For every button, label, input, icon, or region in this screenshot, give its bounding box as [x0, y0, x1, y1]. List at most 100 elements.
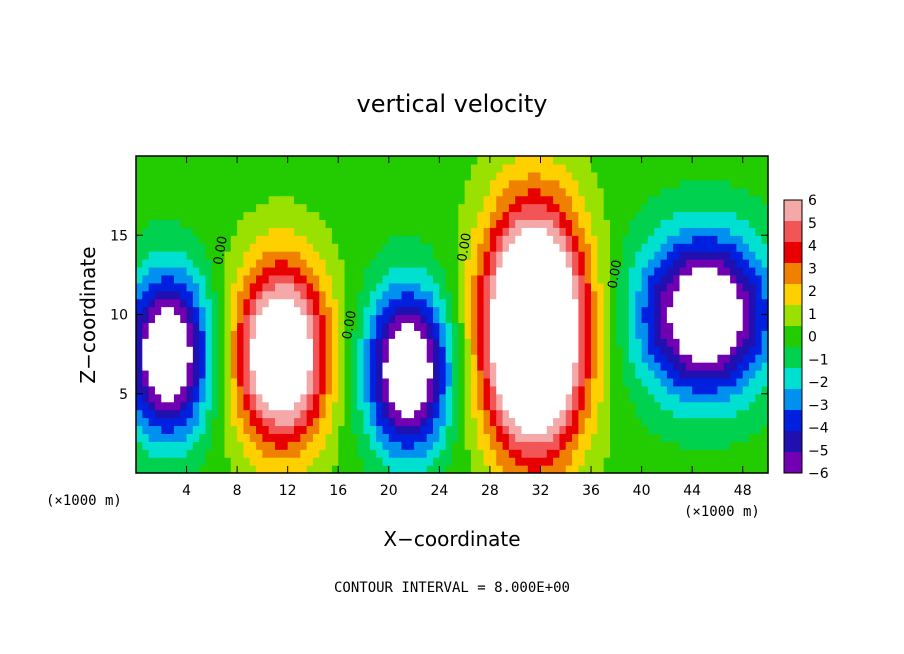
field-cell [211, 338, 219, 347]
field-cell [679, 393, 687, 403]
field-cell [300, 465, 308, 473]
field-cell [180, 171, 188, 181]
field-cell [173, 227, 181, 236]
field-cell [445, 163, 453, 173]
field-cell [363, 338, 371, 347]
field-cell [268, 211, 276, 220]
field-cell [508, 393, 516, 403]
field-cell [420, 219, 428, 228]
field-cell [275, 211, 282, 220]
field-cell [761, 227, 768, 236]
field-cell [407, 330, 415, 339]
field-cell [489, 425, 497, 434]
field-cell [641, 417, 649, 427]
field-cell [647, 298, 655, 308]
field-cell [483, 393, 491, 403]
field-cell [496, 259, 504, 268]
field-cell [723, 306, 731, 316]
field-cell [338, 187, 346, 197]
field-cell [294, 385, 301, 395]
field-cell [319, 377, 327, 387]
field-cell [268, 179, 276, 189]
field-cell [439, 465, 447, 473]
field-cell [502, 362, 510, 371]
field-cell [167, 346, 175, 355]
field-cell [294, 306, 301, 316]
field-cell [382, 306, 390, 316]
field-cell [294, 211, 301, 220]
field-cell [369, 282, 377, 292]
field-cell [136, 290, 143, 300]
field-cell [572, 433, 579, 442]
field-cell [426, 465, 434, 473]
field-cell [230, 314, 238, 324]
field-cell [584, 290, 592, 300]
field-cell [249, 235, 257, 244]
field-cell [161, 369, 169, 379]
field-cell [136, 211, 143, 220]
field-cell [483, 203, 491, 213]
field-cell [218, 362, 226, 371]
field-cell [211, 417, 219, 427]
field-cell [325, 282, 333, 292]
field-cell [698, 314, 706, 324]
field-cell [306, 211, 314, 220]
field-cell [344, 274, 352, 284]
field-cell [610, 211, 617, 220]
field-cell [275, 251, 282, 260]
field-cell [388, 314, 396, 324]
field-cell [654, 409, 662, 419]
field-cell [527, 163, 535, 173]
field-cell [559, 259, 567, 268]
field-cell [616, 441, 624, 450]
field-cell [281, 401, 289, 411]
field-cell [635, 417, 643, 427]
field-cell [268, 346, 276, 355]
field-cell [540, 274, 548, 284]
field-cell [679, 243, 687, 252]
field-cell [483, 441, 491, 450]
field-cell [268, 385, 276, 395]
field-cell [287, 377, 295, 387]
field-cell [186, 441, 194, 450]
field-cell [603, 211, 611, 220]
field-cell [742, 219, 750, 228]
field-cell [439, 433, 447, 442]
field-cell [376, 369, 384, 379]
field-cell [294, 465, 301, 473]
field-cell [749, 227, 756, 236]
field-cell [635, 409, 643, 419]
field-cell [237, 171, 245, 181]
field-cell [237, 433, 245, 442]
field-cell [243, 266, 251, 276]
field-cell [395, 417, 403, 427]
field-cell [237, 282, 245, 292]
field-cell [369, 179, 377, 189]
field-cell [401, 290, 409, 300]
field-cell [426, 417, 434, 427]
field-cell [755, 369, 763, 379]
field-cell [382, 163, 390, 173]
field-cell [256, 179, 263, 189]
field-cell [331, 369, 339, 379]
field-cell [281, 290, 289, 300]
field-cell [508, 425, 516, 434]
field-cell [711, 227, 719, 236]
field-cell [376, 219, 384, 228]
field-cell [628, 441, 636, 450]
field-cell [673, 179, 681, 189]
field-cell [382, 195, 390, 205]
field-cell [660, 377, 668, 387]
field-cell [717, 385, 725, 395]
field-cell [325, 195, 333, 205]
field-cell [275, 322, 282, 331]
contour-label: 0.00 [340, 309, 360, 340]
field-cell [692, 354, 700, 363]
field-cell [452, 290, 459, 300]
field-cell [704, 425, 712, 434]
field-cell [578, 314, 586, 324]
field-cell [300, 330, 308, 339]
field-cell [698, 203, 706, 213]
field-cell [344, 441, 352, 450]
field-cell [414, 259, 421, 268]
